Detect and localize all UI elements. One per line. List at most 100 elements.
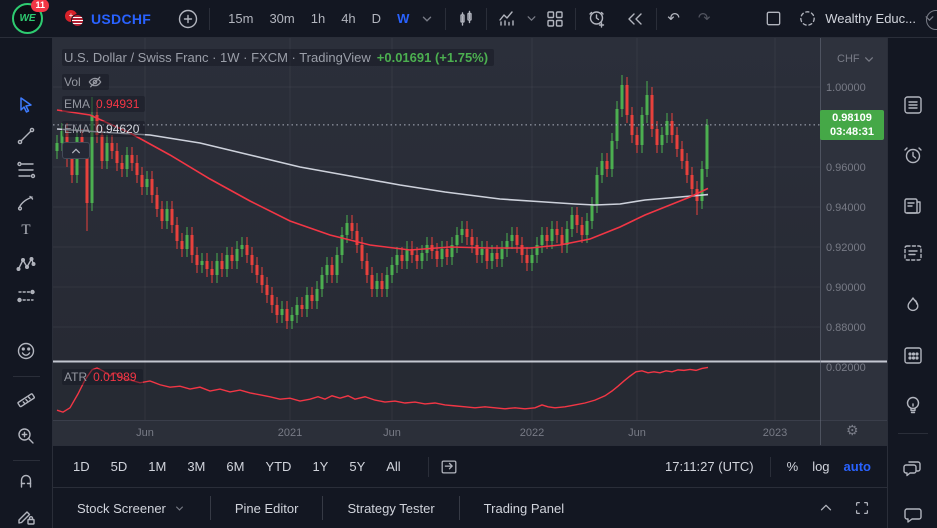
indicators-icon[interactable] <box>497 8 518 29</box>
price-chart[interactable]: 1.000000.960000.940000.920000.900000.880… <box>53 38 887 445</box>
timeframe-1d[interactable]: D <box>367 8 386 29</box>
tab-stock-screener[interactable]: Stock Screener <box>53 488 210 528</box>
alerts-clock-icon[interactable] <box>901 143 925 167</box>
toolbar-divider <box>770 457 771 477</box>
eye-off-icon[interactable] <box>87 75 103 89</box>
calendar-icon[interactable] <box>901 343 925 367</box>
price-change: +0.01691 (+1.75%) <box>377 50 488 65</box>
last-price: 0.98109 <box>832 111 872 125</box>
svg-text:0.88000: 0.88000 <box>826 322 866 334</box>
log-scale-button[interactable]: log <box>812 459 829 474</box>
fib-retracement-tool-icon[interactable] <box>15 159 37 181</box>
toolbar-divider <box>13 376 40 377</box>
percent-scale-button[interactable]: % <box>787 459 799 474</box>
symbol-search-button[interactable]: + USDCHF <box>65 10 151 27</box>
range-5y[interactable]: 5Y <box>345 456 369 477</box>
compare-add-button[interactable] <box>177 8 199 30</box>
volume-indicator-row[interactable]: Vol <box>62 74 109 90</box>
private-chat-icon[interactable] <box>901 503 925 527</box>
ideas-bulb-icon[interactable] <box>901 393 925 417</box>
range-all[interactable]: All <box>382 456 404 477</box>
watchlist-icon[interactable] <box>901 93 925 117</box>
top-toolbar: WE 11 + USDCHF 15m 30m 1h 4h D W <box>0 0 937 38</box>
hotlists-flame-icon[interactable] <box>901 294 925 318</box>
timeframe-4h[interactable]: 4h <box>336 8 360 29</box>
chart-region: 1.000000.960000.940000.920000.900000.880… <box>53 38 887 445</box>
redo-icon[interactable]: ↷ <box>698 11 711 26</box>
svg-text:0.90000: 0.90000 <box>826 282 866 294</box>
undo-icon[interactable]: ↶ <box>667 11 680 26</box>
save-layout-icon[interactable] <box>764 9 783 28</box>
range-1m[interactable]: 1M <box>144 456 170 477</box>
tab-trading-panel[interactable]: Trading Panel <box>460 488 588 528</box>
range-ytd[interactable]: YTD <box>261 456 295 477</box>
left-drawing-toolbar: T <box>0 38 53 528</box>
bar-countdown: 03:48:31 <box>830 125 874 139</box>
ema-indicator-row[interactable]: EMA 0.94931 <box>62 96 145 112</box>
public-chats-icon[interactable] <box>901 456 925 480</box>
atr-indicator-row[interactable]: ATR 0.01989 <box>62 369 143 385</box>
range-1d[interactable]: 1D <box>69 456 94 477</box>
timeframe-30m[interactable]: 30m <box>264 8 299 29</box>
tab-pine-editor[interactable]: Pine Editor <box>211 488 323 528</box>
timeframe-1h[interactable]: 1h <box>306 8 330 29</box>
bottom-toolbar: 1D 5D 1M 3M 6M YTD 1Y 5Y All 17:11:27 (U… <box>53 445 887 487</box>
svg-text:Jun: Jun <box>628 427 646 439</box>
last-price-badge[interactable]: 0.98109 03:48:31 <box>820 110 884 140</box>
app-logo[interactable]: WE 11 <box>12 3 43 34</box>
legend-collapse-button[interactable] <box>62 142 90 159</box>
timeframe-1w[interactable]: W <box>392 8 414 29</box>
atr-label: ATR <box>64 370 87 384</box>
sidebar-divider <box>898 433 928 434</box>
ema-indicator-row[interactable]: EMA 0.94620 <box>62 121 145 137</box>
range-1y[interactable]: 1Y <box>308 456 332 477</box>
svg-text:2023: 2023 <box>763 427 787 439</box>
auto-scale-button[interactable]: auto <box>844 459 871 474</box>
svg-text:0.94000: 0.94000 <box>826 202 866 214</box>
alert-add-icon[interactable] <box>586 8 608 30</box>
drawing-mode-lock-icon[interactable] <box>15 506 37 528</box>
text-tool-icon[interactable]: T <box>15 218 37 240</box>
clock[interactable]: 17:11:27 (UTC) <box>665 459 754 474</box>
zoom-in-tool-icon[interactable] <box>15 425 37 447</box>
measure-tool-icon[interactable] <box>15 389 37 411</box>
timeframe-menu-chevron-icon[interactable] <box>419 11 435 27</box>
plus-circle-icon <box>177 8 199 30</box>
account-name[interactable]: Wealthy Educ... <box>825 11 916 26</box>
range-3m[interactable]: 3M <box>183 456 209 477</box>
trend-line-tool-icon[interactable] <box>15 125 37 147</box>
notes-icon[interactable] <box>901 241 925 265</box>
cloud-sync-icon[interactable] <box>797 8 818 29</box>
svg-text:0.02000: 0.02000 <box>826 362 866 374</box>
xabcd-pattern-tool-icon[interactable] <box>15 254 37 276</box>
ema2-value: 0.94620 <box>96 122 139 136</box>
symbol-flags-icon: + <box>65 10 84 27</box>
brush-tool-icon[interactable] <box>15 192 37 214</box>
indicators-chevron-icon[interactable] <box>524 11 539 26</box>
price-axis-currency[interactable]: CHF <box>837 53 874 65</box>
news-icon[interactable] <box>901 194 925 218</box>
svg-text:Jun: Jun <box>383 427 401 439</box>
forecast-tool-icon[interactable] <box>15 285 37 307</box>
layout-grid-icon[interactable] <box>545 9 565 29</box>
toolbar-divider <box>656 8 657 30</box>
bar-replay-icon[interactable] <box>624 8 646 30</box>
volume-label: Vol <box>64 75 81 89</box>
panel-maximize-icon[interactable] <box>853 499 871 517</box>
timeframe-15m[interactable]: 15m <box>223 8 258 29</box>
chart-legend-title[interactable]: U.S. Dollar / Swiss Franc · 1W · FXCM · … <box>62 49 494 66</box>
panel-expand-chevron-icon[interactable] <box>817 499 835 517</box>
emoji-tool-icon[interactable] <box>15 340 37 362</box>
range-6m[interactable]: 6M <box>222 456 248 477</box>
tab-strategy-tester[interactable]: Strategy Tester <box>323 488 458 528</box>
chart-style-candles-icon[interactable] <box>456 9 476 29</box>
symbol-description: U.S. Dollar / Swiss Franc · 1W · FXCM · … <box>64 50 371 65</box>
notification-badge: 11 <box>31 0 49 12</box>
magnet-tool-icon[interactable] <box>15 469 37 491</box>
axis-settings-gear-icon[interactable]: ⚙ <box>846 423 859 437</box>
cursor-tool-icon[interactable] <box>15 94 37 116</box>
go-to-date-icon[interactable] <box>439 457 459 477</box>
ema2-label: EMA <box>64 122 90 136</box>
toolbar-divider <box>445 8 446 30</box>
range-5d[interactable]: 5D <box>107 456 132 477</box>
